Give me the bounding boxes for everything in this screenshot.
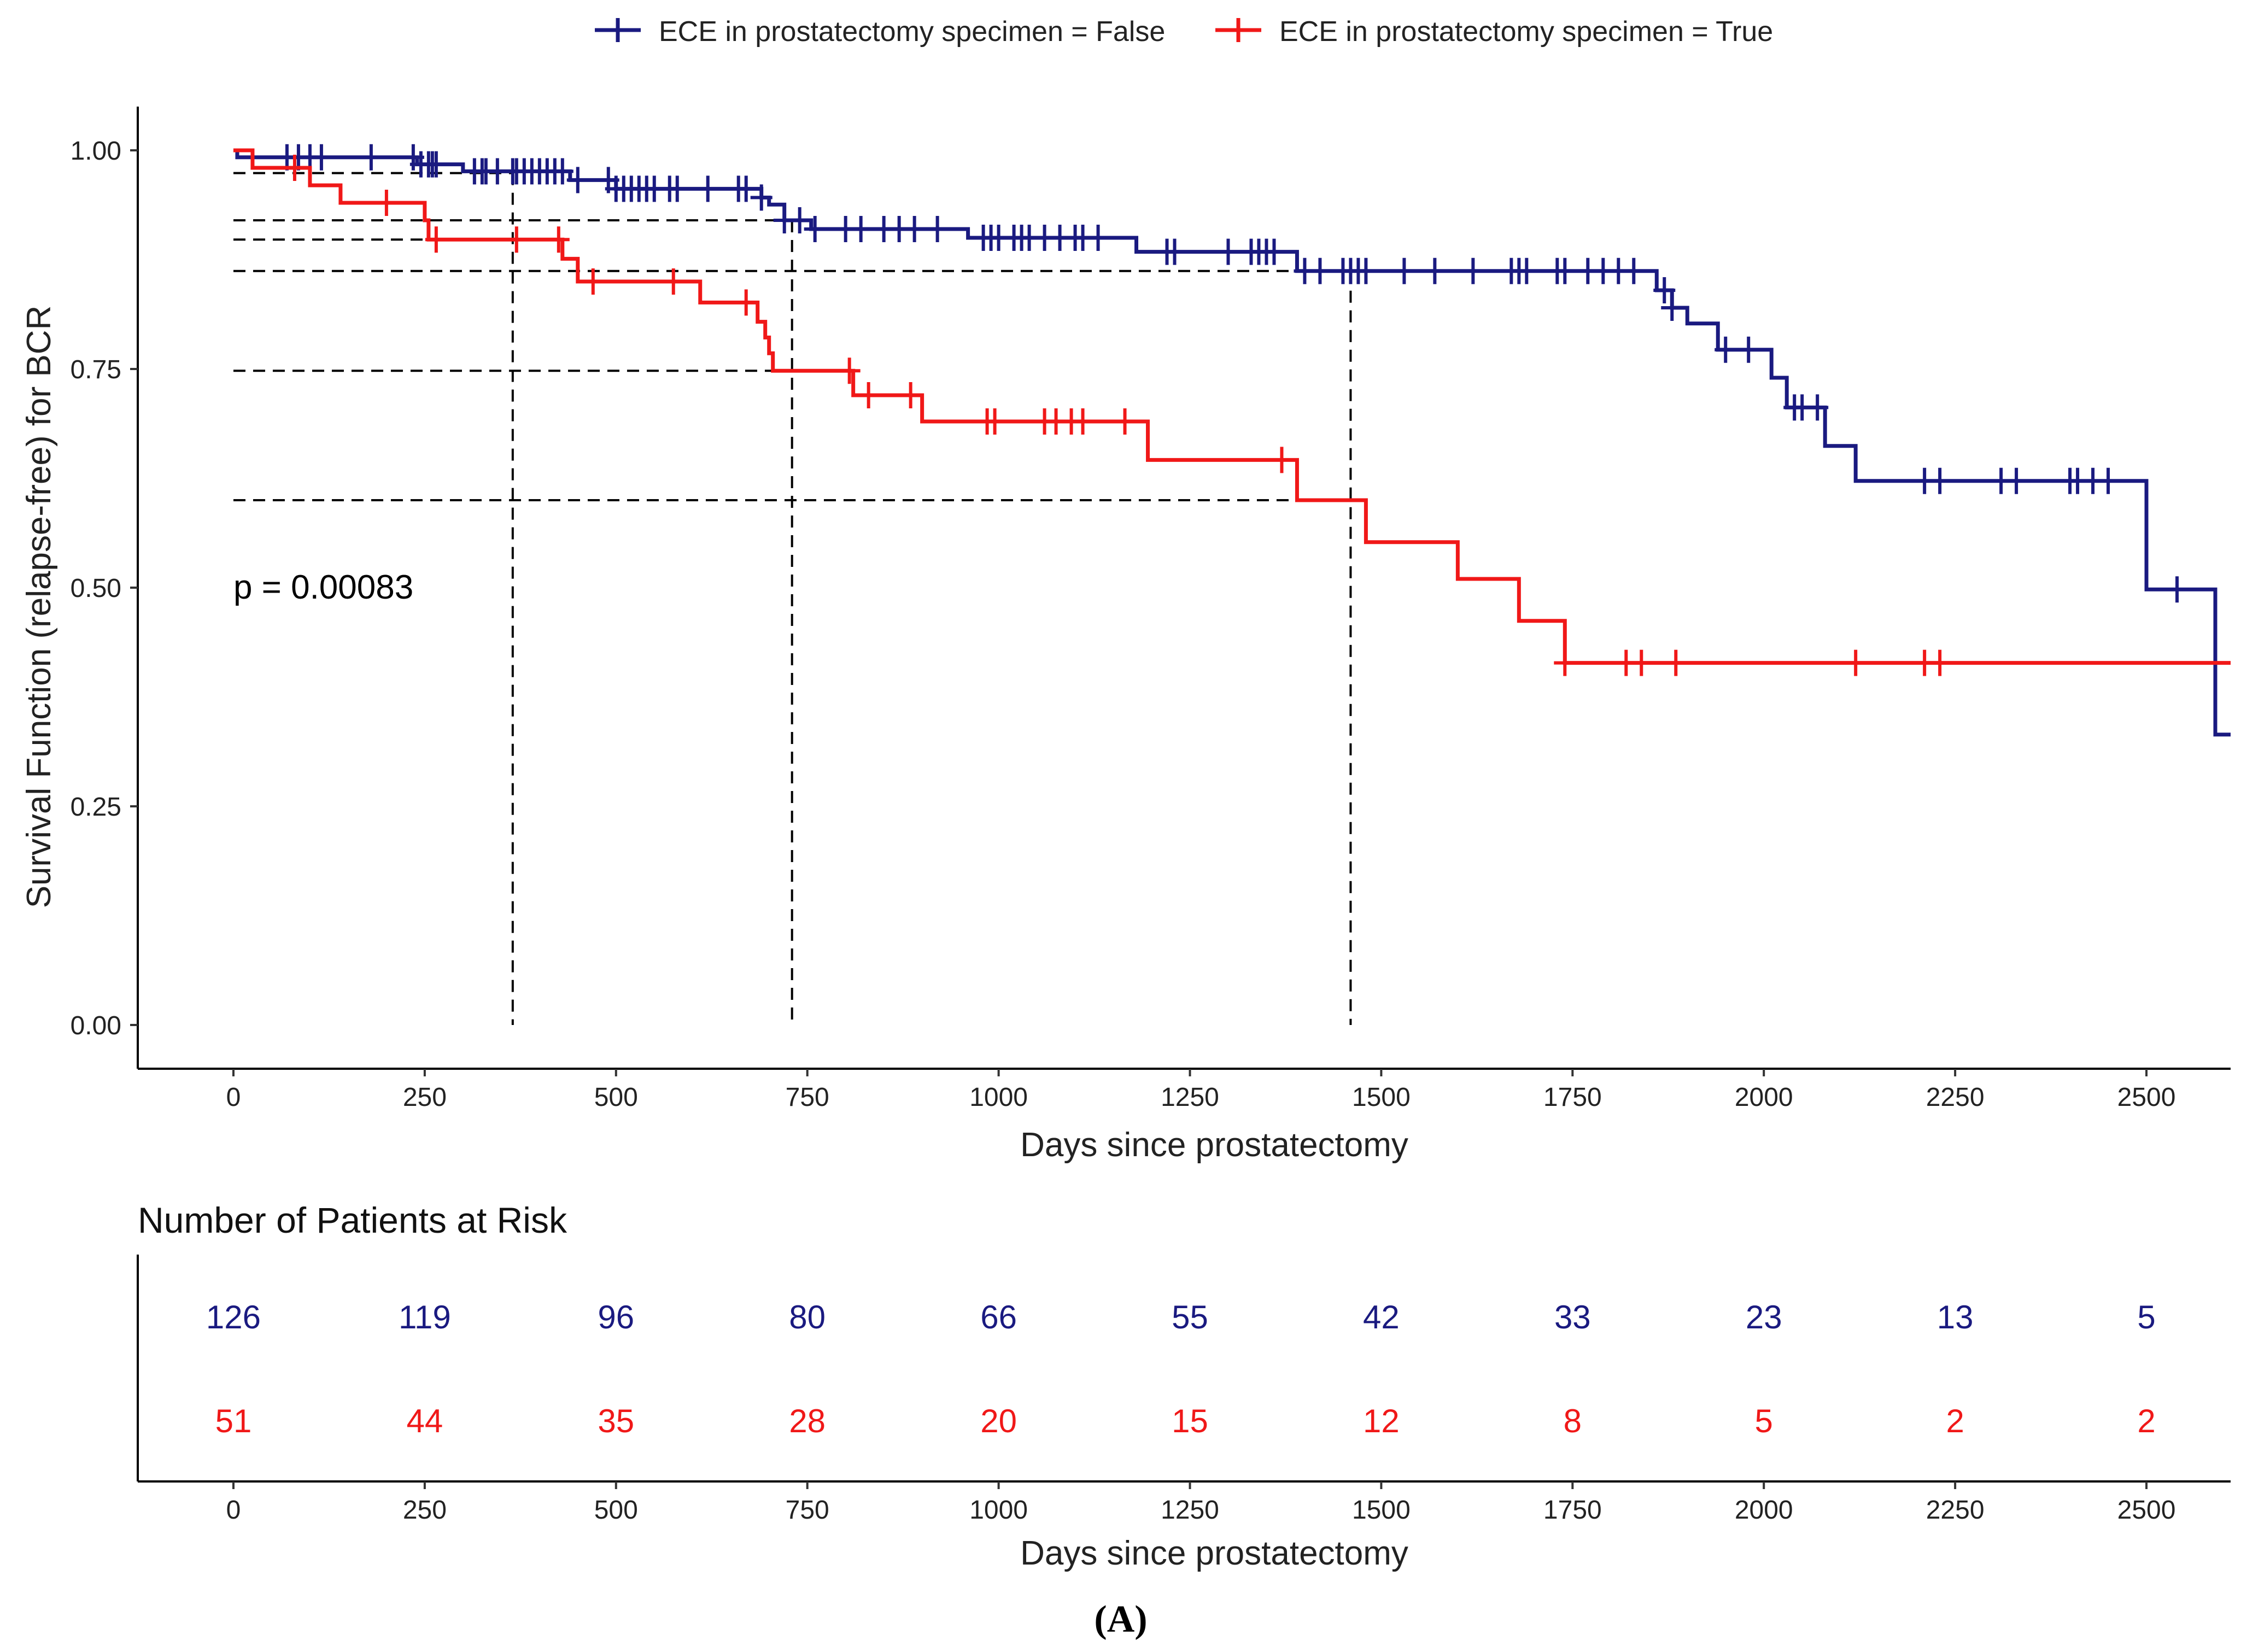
y-axis-label: Survival Function (relapse-free) for BCR (20, 306, 58, 909)
risk-x-tick-label: 500 (594, 1496, 638, 1525)
risk-table-x-axis-label: Days since prostatectomy (1020, 1534, 1408, 1572)
y-tick-label: 0.25 (71, 793, 121, 822)
panel-label: (A) (1094, 1598, 1147, 1641)
risk-count: 119 (399, 1299, 451, 1335)
x-tick-label: 1500 (1352, 1083, 1411, 1112)
risk-count: 5 (1755, 1403, 1773, 1439)
x-tick-label: 250 (403, 1083, 447, 1112)
x-tick-label: 1000 (969, 1083, 1028, 1112)
survival-chart: 0.00 0.25 0.50 0.75 1.00 0 250 500 750 1000 1250 15… (20, 107, 2231, 1164)
risk-count: 51 (215, 1403, 252, 1439)
risk-count: 20 (980, 1403, 1017, 1439)
legend-entry: ECE in prostatectomy specimen = True (1279, 16, 1773, 48)
x-tick-label: 2500 (2117, 1083, 2176, 1112)
risk-count: 55 (1172, 1299, 1208, 1335)
risk-count: 15 (1172, 1403, 1208, 1439)
risk-table-body: 126 119 96 80 66 55 42 33 23 13 551 44 35 28 20 15 12 8 5 2… (137, 1255, 2231, 1525)
risk-count: 13 (1937, 1299, 1974, 1335)
x-tick-label: 2000 (1735, 1083, 1793, 1112)
risk-x-tick-label: 2000 (1735, 1496, 1793, 1525)
risk-count: 5 (2137, 1299, 2155, 1335)
risk-x-tick-label: 1750 (1543, 1496, 1602, 1525)
risk-count: 12 (1363, 1403, 1400, 1439)
risk-x-tick-label: 1000 (969, 1496, 1028, 1525)
risk-x-tick-label: 1500 (1352, 1496, 1411, 1525)
risk-count: 2 (1946, 1403, 1964, 1439)
y-tick-label: 0.75 (71, 355, 121, 384)
survival-curve (233, 148, 2231, 665)
legend-entry: ECE in prostatectomy specimen = False (659, 16, 1165, 48)
x-axis-label: Days since prostatectomy (1020, 1126, 1408, 1164)
risk-x-tick-label: 1250 (1161, 1496, 1219, 1525)
risk-count: 33 (1554, 1299, 1591, 1335)
x-tick-label: 2250 (1926, 1083, 1985, 1112)
risk-x-tick-label: 2500 (2117, 1496, 2176, 1525)
x-tick-label: 1750 (1543, 1083, 1602, 1112)
risk-count: 44 (406, 1403, 443, 1439)
risk-count: 28 (789, 1403, 826, 1439)
reference-lines (233, 172, 1352, 1025)
x-tick-label: 0 (226, 1083, 241, 1112)
risk-count: 66 (980, 1299, 1017, 1335)
risk-count: 8 (1564, 1403, 1582, 1439)
risk-x-tick-label: 0 (226, 1496, 241, 1525)
legend: ECE in prostatectomy specimen = False ECE… (595, 16, 1773, 48)
y-tick-label: 0.00 (71, 1011, 121, 1040)
survival-curves (233, 144, 2231, 737)
risk-count: 80 (789, 1299, 826, 1335)
risk-x-tick-label: 2250 (1926, 1496, 1985, 1525)
risk-count: 2 (2137, 1403, 2155, 1439)
risk-x-tick-label: 750 (786, 1496, 829, 1525)
p-value-annotation: p = 0.00083 (233, 569, 413, 606)
x-tick-label: 1250 (1161, 1083, 1219, 1112)
risk-count: 126 (206, 1299, 261, 1335)
risk-count: 35 (598, 1403, 634, 1439)
y-tick-label: 1.00 (71, 137, 121, 166)
x-tick-label: 500 (594, 1083, 638, 1112)
y-tick-label: 0.50 (71, 574, 121, 603)
risk-table-title: Number of Patients at Risk (138, 1200, 567, 1240)
risk-count: 96 (598, 1299, 634, 1335)
risk-count: 23 (1746, 1299, 1782, 1335)
survival-curve (233, 148, 2231, 737)
risk-table: Number of Patients at Risk 126 119 96 80 66 5… (137, 1200, 2231, 1572)
risk-count: 42 (1363, 1299, 1400, 1335)
main-axes: 0.00 0.25 0.50 0.75 1.00 0 250 500 750 1000 1250 15… (71, 107, 2231, 1112)
risk-x-tick-label: 250 (403, 1496, 447, 1525)
x-tick-label: 750 (786, 1083, 829, 1112)
